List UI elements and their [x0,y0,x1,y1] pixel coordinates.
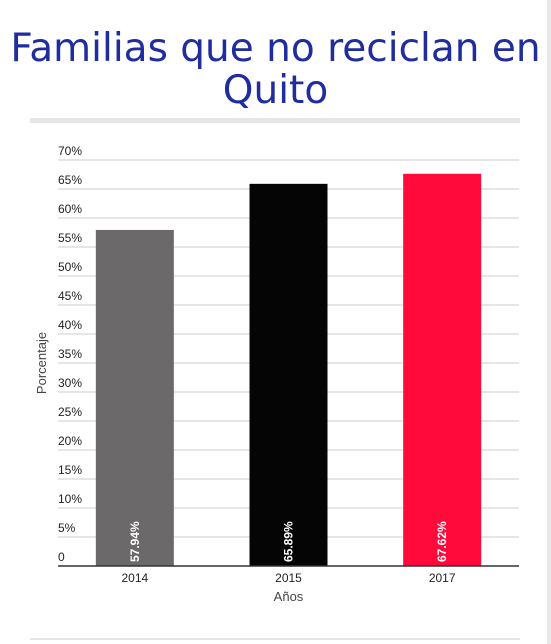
y-tick-labels: 0 5% 10% 15% 20% 25% 30% 35% 40% 45% 50% 55% 60% 65% 7… [58,144,82,564]
data-labels: 57.94% 65.89% 67.62% [128,521,449,562]
y-tick-label: 0 [58,550,65,564]
chart-title: Familias que no reciclan en Quito [10,26,541,113]
y-tick-label: 20% [58,434,82,448]
bars [95,173,482,566]
x-tick-label: 2014 [121,571,148,585]
x-axis-title: Años [274,589,304,604]
y-tick-label: 5% [58,521,76,535]
x-tick-label: 2015 [275,571,302,585]
bar-2015 [249,183,328,566]
y-tick-label: 60% [58,202,82,216]
y-tick-label: 50% [58,260,82,274]
bar-2014 [95,229,174,566]
y-tick-label: 30% [58,376,82,390]
y-tick-label: 25% [58,405,82,419]
data-label-2014: 57.94% [128,521,142,562]
x-tick-label: 2017 [429,571,456,585]
y-tick-label: 45% [58,289,82,303]
y-tick-label: 70% [58,144,82,158]
y-tick-label: 35% [58,347,82,361]
y-tick-label: 55% [58,231,82,245]
x-tick-labels: 2014 2015 2017 [121,571,455,585]
y-tick-label: 65% [58,173,82,187]
y-tick-label: 10% [58,492,82,506]
data-label-2017: 67.62% [435,521,449,562]
bottom-divider [30,638,520,640]
frame-edge [547,0,551,644]
data-label-2015: 65.89% [282,521,296,562]
bar-2017 [403,173,482,566]
title-divider [30,118,520,123]
y-axis-title: Porcentaje [34,332,49,394]
y-tick-label: 40% [58,318,82,332]
y-tick-label: 15% [58,463,82,477]
